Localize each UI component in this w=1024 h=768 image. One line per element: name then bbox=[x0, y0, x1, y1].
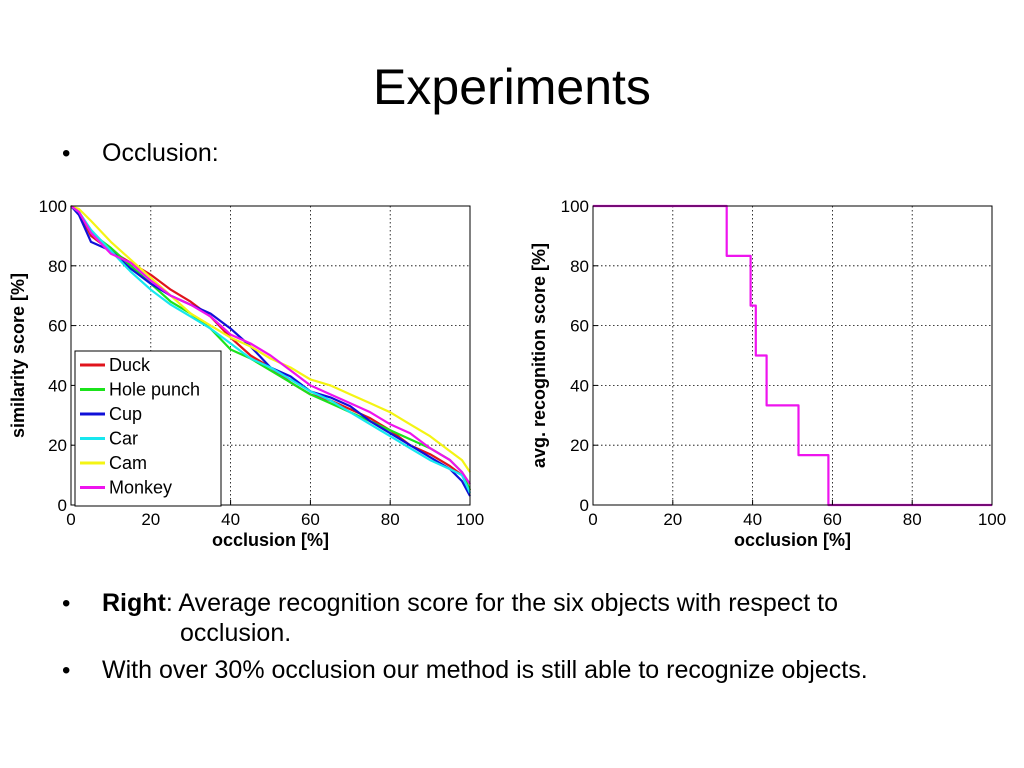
bullet-marker: • bbox=[62, 657, 71, 684]
legend-label: Cup bbox=[109, 404, 142, 424]
bullet-right-bold: Right bbox=[102, 589, 166, 617]
y-tick-label: 80 bbox=[48, 257, 67, 276]
series-line bbox=[593, 204, 992, 507]
y-tick-label: 20 bbox=[48, 436, 67, 455]
y-tick-label: 40 bbox=[570, 376, 589, 395]
x-axis-label: occlusion [%] bbox=[212, 530, 329, 550]
x-tick-label: 0 bbox=[588, 510, 597, 529]
y-axis-label: similarity score [%] bbox=[8, 273, 28, 438]
y-tick-label: 100 bbox=[39, 197, 67, 216]
plot-frame bbox=[70, 205, 471, 506]
bullet-marker: • bbox=[62, 140, 71, 167]
x-tick-label: 40 bbox=[221, 510, 240, 529]
bullet-occlusion: Occlusion: bbox=[102, 139, 219, 167]
y-tick-label: 40 bbox=[48, 376, 67, 395]
x-tick-label: 20 bbox=[141, 510, 160, 529]
y-tick-label: 80 bbox=[570, 257, 589, 276]
legend-box bbox=[74, 350, 222, 507]
y-axis-label: avg. recognition score [%] bbox=[529, 243, 549, 468]
legend-label: Monkey bbox=[109, 478, 172, 498]
slide-title: Experiments bbox=[373, 59, 651, 115]
x-tick-label: 60 bbox=[301, 510, 320, 529]
x-tick-label: 100 bbox=[978, 510, 1006, 529]
legend-label: Cam bbox=[109, 453, 147, 473]
y-tick-label: 0 bbox=[580, 496, 589, 515]
plot-frame bbox=[592, 205, 993, 506]
x-tick-label: 20 bbox=[663, 510, 682, 529]
bullet-marker: • bbox=[62, 590, 71, 617]
x-axis-label: occlusion [%] bbox=[734, 530, 851, 550]
bullet-right: Right: Average recognition score for the… bbox=[102, 591, 838, 616]
y-tick-label: 20 bbox=[570, 436, 589, 455]
x-tick-label: 40 bbox=[743, 510, 762, 529]
x-tick-label: 60 bbox=[823, 510, 842, 529]
series-line bbox=[70, 205, 472, 494]
x-tick-label: 0 bbox=[66, 510, 75, 529]
x-tick-label: 80 bbox=[903, 510, 922, 529]
plot-area bbox=[593, 206, 992, 505]
legend-label: Hole punch bbox=[109, 380, 200, 400]
series-line bbox=[70, 204, 471, 473]
series-line bbox=[70, 205, 471, 485]
y-tick-label: 60 bbox=[48, 317, 67, 336]
bullet-summary: With over 30% occlusion our method is st… bbox=[102, 656, 868, 684]
legend-label: Duck bbox=[109, 355, 151, 375]
x-tick-label: 100 bbox=[456, 510, 484, 529]
y-tick-label: 100 bbox=[561, 197, 589, 216]
legend-label: Car bbox=[109, 429, 138, 449]
y-tick-label: 0 bbox=[58, 496, 67, 515]
bullet-right-continuation: occlusion. bbox=[180, 619, 292, 647]
x-tick-label: 80 bbox=[381, 510, 400, 529]
y-tick-label: 60 bbox=[570, 317, 589, 336]
bullet-right-text: : Average recognition score for the six … bbox=[165, 589, 838, 617]
